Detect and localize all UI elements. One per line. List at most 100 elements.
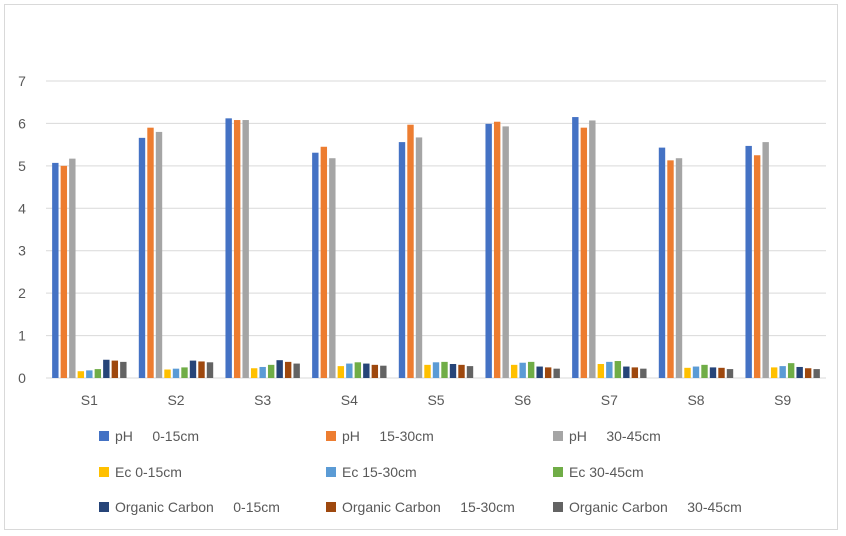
y-tick-label: 5	[18, 158, 26, 174]
bar-S3-series-2	[242, 120, 249, 378]
bar-S3-series-7	[284, 361, 292, 378]
legend-swatch-5	[553, 467, 563, 477]
bar-S9-series-5	[787, 363, 795, 378]
bar-S6-series-7	[544, 367, 552, 378]
bar-S6-series-2	[502, 126, 509, 378]
bar-S9-series-1	[753, 155, 761, 378]
bar-S7-series-0	[572, 117, 579, 379]
bar-S2-series-6	[189, 360, 197, 378]
x-tick-label-S5: S5	[427, 392, 444, 408]
x-tick-label-S6: S6	[514, 392, 531, 408]
bar-S6-series-3	[510, 364, 518, 378]
bar-S4-series-0	[312, 152, 319, 378]
bar-S8-series-7	[718, 367, 725, 378]
bar-S8-series-2	[675, 158, 683, 378]
bar-S2-series-3	[164, 369, 171, 378]
bar-S8-series-6	[709, 367, 717, 378]
bar-S3-series-6	[276, 360, 283, 378]
bar-S7-series-7	[631, 367, 639, 378]
bar-S5-series-2	[415, 137, 423, 378]
x-tick-label-S1: S1	[81, 392, 98, 408]
legend-label-1: pH 15-30cm	[342, 428, 434, 444]
y-tick-label: 4	[18, 200, 26, 216]
bar-S3-series-5	[267, 364, 275, 378]
bar-S9-series-8	[813, 369, 820, 378]
bar-S4-series-3	[337, 366, 345, 378]
bar-S3-series-8	[293, 363, 300, 378]
bar-S7-series-1	[580, 127, 588, 379]
bar-S5-series-1	[407, 124, 414, 378]
bar-S1-series-5	[94, 369, 102, 378]
bar-S9-series-3	[770, 367, 778, 378]
bar-S7-series-8	[640, 368, 647, 378]
bar-S8-series-8	[726, 369, 734, 378]
legend-label-4: Ec 15-30cm	[342, 464, 417, 480]
bar-S5-series-5	[441, 361, 448, 378]
y-tick-label: 7	[18, 73, 26, 89]
x-tick-label-S3: S3	[254, 392, 271, 408]
bar-S6-series-8	[553, 368, 560, 378]
bar-S1-series-4	[86, 370, 93, 378]
bar-S3-series-0	[225, 118, 232, 378]
bar-S1-series-0	[52, 162, 59, 378]
bar-S2-series-4	[172, 368, 180, 378]
bar-S1-series-3	[77, 371, 85, 378]
legend-label-8: Organic Carbon 30-45cm	[569, 499, 742, 515]
bar-S5-series-3	[424, 364, 431, 378]
bar-S8-series-0	[658, 147, 666, 378]
legend-label-7: Organic Carbon 15-30cm	[342, 499, 515, 515]
bar-S7-series-6	[623, 366, 630, 378]
bar-S1-series-8	[120, 361, 127, 378]
bar-S6-series-5	[527, 361, 535, 378]
bar-S4-series-2	[329, 158, 336, 378]
legend-swatch-4	[326, 467, 336, 477]
legend-swatch-8	[553, 502, 563, 512]
bar-S2-series-0	[138, 137, 146, 378]
y-tick-label: 1	[18, 328, 26, 344]
bar-S9-series-0	[745, 145, 752, 378]
bar-S9-series-4	[779, 366, 786, 378]
bar-S4-series-5	[354, 362, 362, 378]
bar-S5-series-7	[458, 364, 465, 378]
bar-S1-series-7	[111, 360, 119, 378]
bar-S1-series-2	[69, 158, 76, 378]
bar-S5-series-4	[432, 362, 440, 378]
legend-label-6: Organic Carbon 0-15cm	[115, 499, 280, 515]
bar-S8-series-5	[701, 364, 708, 378]
bar-S2-series-8	[206, 362, 214, 378]
bar-S5-series-6	[449, 363, 457, 378]
bar-S7-series-2	[589, 120, 596, 379]
bar-S9-series-7	[804, 368, 812, 378]
legend-swatch-1	[326, 431, 336, 441]
bar-S3-series-3	[250, 368, 258, 378]
bar-S6-series-6	[536, 366, 543, 378]
bar-S8-series-3	[684, 367, 691, 378]
y-tick-label: 6	[18, 115, 26, 131]
bar-S8-series-4	[692, 366, 700, 378]
legend-swatch-2	[553, 431, 563, 441]
bar-S3-series-1	[233, 120, 241, 378]
bar-S1-series-1	[60, 165, 68, 378]
bar-S6-series-4	[519, 362, 526, 378]
bar-S3-series-4	[259, 366, 266, 378]
bar-S4-series-4	[346, 363, 353, 378]
legend-label-0: pH 0-15cm	[115, 428, 199, 444]
bar-S5-series-0	[398, 142, 406, 378]
bar-S9-series-6	[796, 366, 803, 378]
bar-S4-series-1	[320, 146, 328, 378]
legend-label-2: pH 30-45cm	[569, 428, 661, 444]
legend-swatch-3	[99, 467, 109, 477]
bar-S8-series-1	[667, 160, 674, 378]
bar-S2-series-2	[155, 131, 163, 378]
legend-swatch-6	[99, 502, 109, 512]
x-tick-label-S8: S8	[687, 392, 704, 408]
x-tick-label-S9: S9	[774, 392, 791, 408]
bar-S9-series-2	[762, 142, 769, 378]
y-tick-label: 2	[18, 285, 26, 301]
bar-S2-series-7	[198, 361, 205, 378]
bar-S7-series-3	[597, 363, 605, 378]
legend-swatch-7	[326, 502, 336, 512]
bar-S6-series-1	[493, 121, 501, 378]
x-tick-label-S2: S2	[167, 392, 184, 408]
legend-label-5: Ec 30-45cm	[569, 464, 644, 480]
